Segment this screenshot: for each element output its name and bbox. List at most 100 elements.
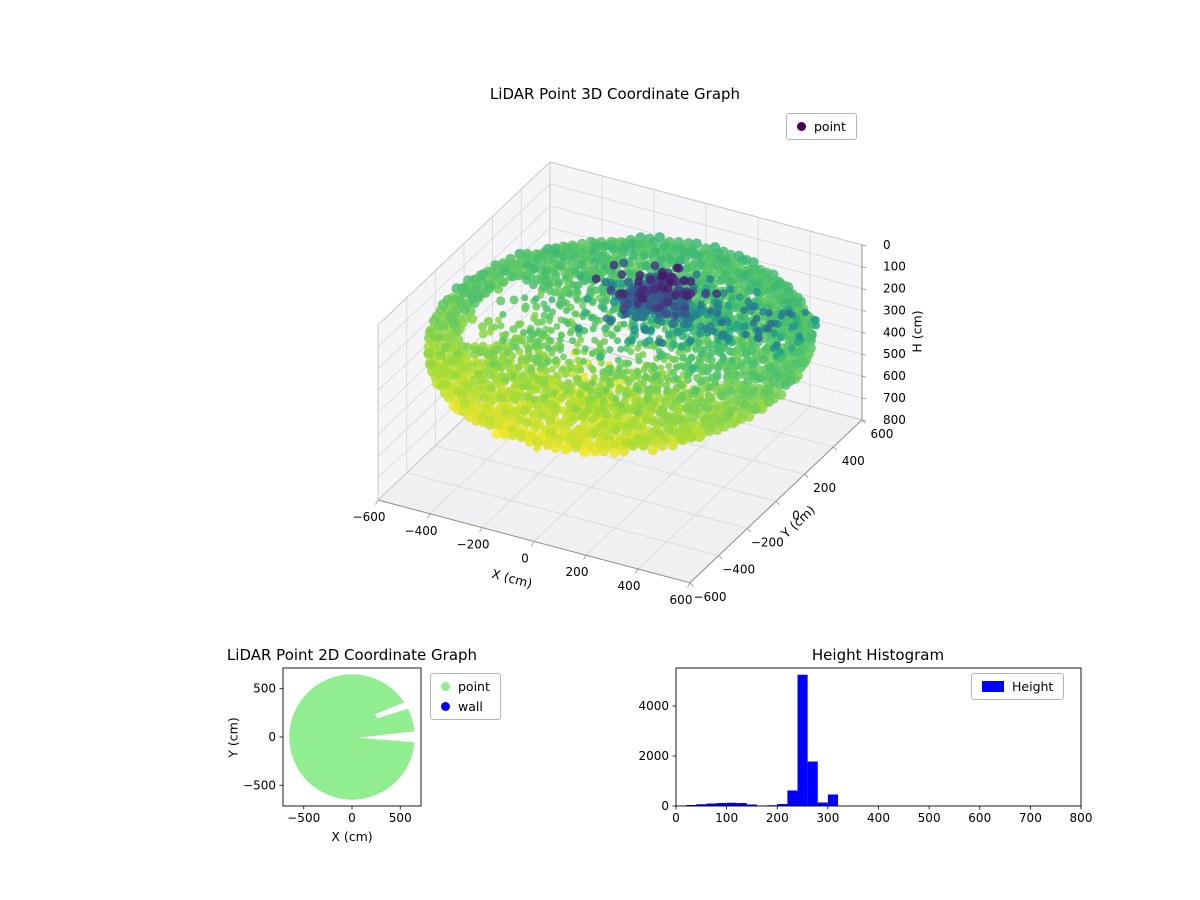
scatter-point [607, 243, 618, 254]
scatter-point [736, 413, 747, 424]
y-tick-label: −200 [751, 535, 784, 549]
plot2d-x-axis-label: X (cm) [331, 829, 373, 844]
scatter-point [491, 428, 502, 439]
scatter-point [517, 393, 527, 402]
scatter-point [533, 342, 541, 349]
scatter-point [737, 313, 745, 321]
scatter-point [495, 316, 502, 324]
scatter-point [549, 365, 557, 373]
legend-label-wall: wall [458, 699, 483, 714]
scatter-point [496, 296, 506, 306]
scatter-point [581, 327, 589, 335]
y-tick-label: 600 [871, 427, 894, 441]
scatter-point [691, 387, 699, 395]
scatter-point [609, 260, 619, 270]
scatter-point [537, 331, 545, 339]
scatter-point [601, 277, 611, 287]
scatter-point [712, 289, 722, 299]
scatter-point [542, 439, 553, 450]
scatter-point [649, 285, 659, 294]
scatter-point [663, 298, 673, 307]
histogram-bar [686, 805, 697, 806]
scatter-point [485, 370, 495, 380]
y-tick-label: −400 [722, 563, 755, 577]
scatter-point [564, 320, 572, 328]
scatter-point [533, 444, 541, 452]
scatter-point [673, 327, 682, 337]
h-tick-label: 500 [883, 347, 906, 361]
scatter-point [550, 442, 561, 454]
scatter-point [613, 325, 621, 333]
scatter-point [560, 353, 567, 361]
scatter-point [575, 324, 583, 333]
scatter-point [742, 349, 751, 358]
scatter-point [493, 420, 504, 431]
y-tick [747, 528, 752, 533]
scatter-point [609, 332, 617, 340]
scatter-point [639, 379, 647, 388]
scatter-point [812, 316, 820, 324]
scatter-point [522, 357, 530, 365]
scatter-point [636, 340, 644, 347]
grid-line [637, 405, 811, 570]
scatter-point [664, 284, 673, 293]
scatter-point [742, 330, 750, 339]
scatter-point [683, 375, 692, 384]
legend-label-point: point [814, 119, 846, 134]
scatter-point [669, 319, 678, 329]
x-tick-label: 200 [566, 565, 589, 579]
h-tick-label: 600 [883, 369, 906, 383]
scatter-point [561, 370, 570, 379]
x-tick-label: −200 [457, 538, 490, 552]
plot3d-h-axis-label: H (cm) [909, 310, 925, 353]
x-tick [427, 513, 431, 519]
scatter-point [620, 320, 628, 328]
scatter-point [628, 336, 636, 345]
scatter-point [603, 433, 614, 444]
scatter-point [679, 276, 689, 286]
scatter-point [496, 393, 507, 403]
scatter-point [602, 410, 612, 420]
h-tick-label: 800 [883, 413, 906, 427]
scatter-point [606, 285, 616, 294]
scatter-point [663, 374, 672, 382]
scatter-point [524, 436, 536, 447]
scatter-point [478, 329, 488, 339]
y-tick-label: 0 [661, 799, 669, 813]
scatter-point [499, 311, 507, 318]
scatter-point [459, 304, 470, 315]
h-tick [861, 375, 867, 378]
scatter-point [564, 400, 574, 409]
scatter-point [526, 334, 534, 343]
legend-label-height: Height [1012, 679, 1054, 694]
scatter-point [776, 333, 785, 342]
legend-entry-point: point [441, 677, 490, 696]
scatter-point [521, 294, 529, 302]
scatter-point [657, 364, 665, 372]
h-tick [861, 266, 867, 269]
x-tick-label: 300 [816, 811, 839, 825]
y-tick-label: 2000 [638, 749, 669, 763]
h-tick [861, 419, 867, 422]
scatter-point [532, 436, 544, 447]
scatter-point [650, 343, 658, 351]
scatter-point [589, 366, 597, 374]
y-tick-label: 500 [253, 682, 276, 696]
scatter-point [553, 379, 562, 388]
scatter-point [485, 398, 496, 408]
scatter-point [703, 367, 712, 376]
scatter-point [499, 337, 507, 344]
scatter-point [669, 369, 677, 377]
scatter-point [538, 318, 546, 326]
histogram-bar [777, 804, 788, 806]
scatter-point [551, 270, 561, 280]
scatter-point [527, 354, 536, 363]
scatter-point [724, 278, 734, 288]
scatter-point [541, 394, 549, 402]
scatter-point [499, 265, 510, 276]
scatter-point [572, 348, 580, 355]
legend-entry-wall: wall [441, 697, 490, 716]
scatter-point [589, 325, 597, 333]
scatter-point [656, 353, 664, 361]
scatter-point [616, 372, 624, 380]
